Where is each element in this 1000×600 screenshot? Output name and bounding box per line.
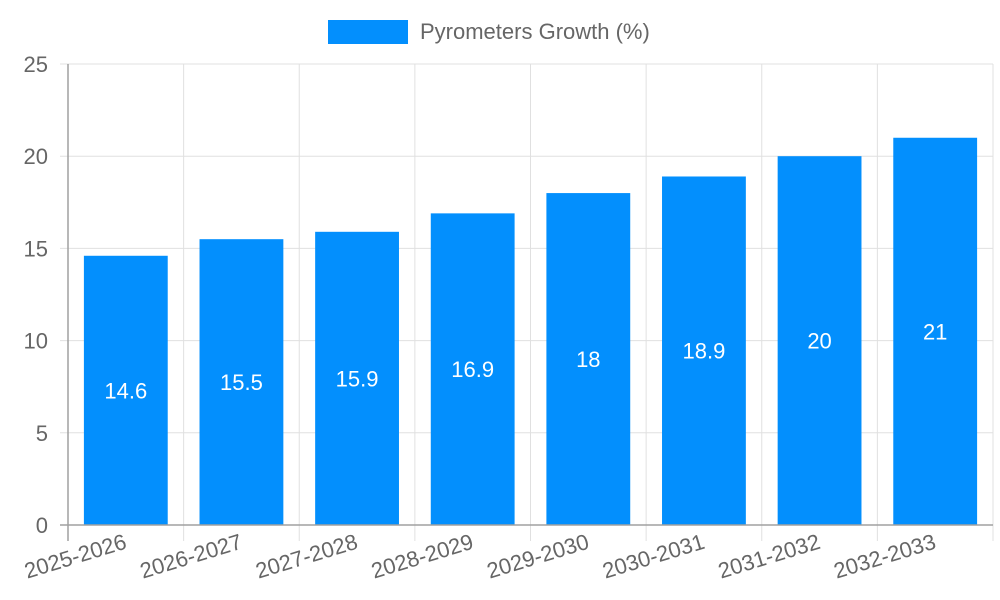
bar-value-label: 18.9 [683, 339, 726, 364]
bar-value-label: 18 [576, 347, 600, 372]
bar[interactable] [430, 213, 515, 525]
y-tick-label: 0 [36, 513, 48, 538]
y-tick-label: 25 [24, 52, 48, 77]
bar[interactable] [662, 176, 746, 525]
y-axis-ticks: 0 5 10 15 20 25 [24, 52, 48, 538]
x-tick-label: 2028-2029 [368, 529, 476, 584]
bar[interactable] [893, 137, 978, 525]
x-tick-label: 2032-2033 [831, 529, 939, 584]
x-tick-label: 2029-2030 [484, 529, 592, 584]
bar[interactable] [83, 255, 168, 525]
bar-value-label: 15.5 [220, 370, 263, 395]
bar-value-label: 14.6 [104, 378, 147, 403]
y-tick-label: 10 [24, 329, 48, 354]
x-axis-ticks: 2025-2026 2026-2027 2027-2028 2028-2029 2029… [21, 529, 938, 584]
bar[interactable] [315, 231, 399, 525]
legend-label: Pyrometers Growth (%) [420, 19, 650, 44]
bar-value-label: 21 [923, 319, 947, 344]
y-tick-label: 15 [24, 236, 48, 261]
y-tick-label: 5 [36, 421, 48, 446]
x-tick-label: 2030-2031 [599, 529, 707, 584]
axes [60, 64, 993, 541]
bars [83, 137, 978, 525]
x-tick-label: 2027-2028 [253, 529, 361, 584]
bar-value-label: 16.9 [451, 357, 494, 382]
y-tick-label: 20 [24, 144, 48, 169]
bar[interactable] [546, 193, 631, 525]
bar-value-label: 15.9 [336, 366, 379, 391]
bar[interactable] [777, 156, 862, 525]
bar-value-labels: 14.6 15.5 15.9 16.9 18 18.9 20 21 [104, 319, 947, 403]
bar[interactable] [199, 239, 284, 525]
legend-swatch[interactable] [328, 20, 408, 44]
x-tick-label: 2026-2027 [137, 529, 245, 584]
x-tick-label: 2031-2032 [715, 529, 823, 584]
chart-legend: Pyrometers Growth (%) [328, 19, 650, 45]
bar-value-label: 20 [807, 329, 831, 354]
